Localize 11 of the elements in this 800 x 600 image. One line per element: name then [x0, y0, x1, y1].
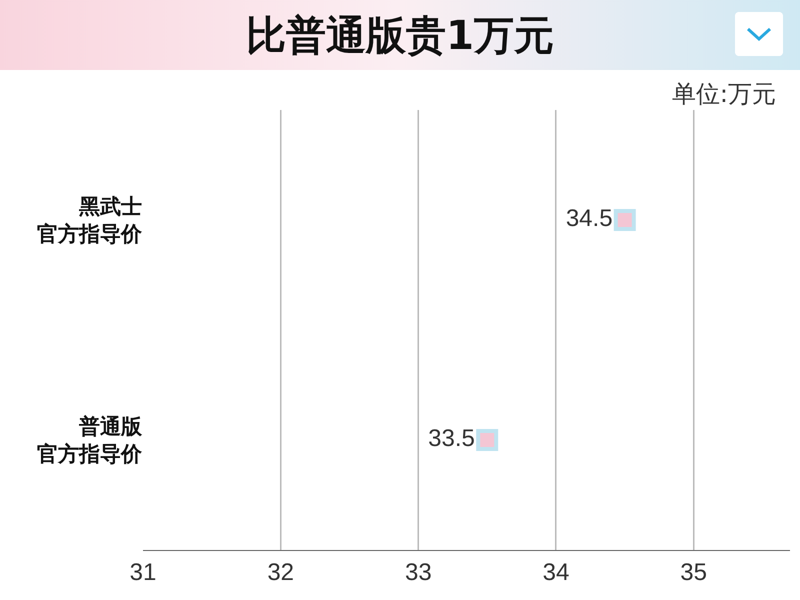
x-tick-label: 32 — [267, 558, 294, 586]
data-label: 33.5 — [428, 425, 475, 452]
x-tick-label: 33 — [404, 558, 432, 586]
y-tick-label: 黑武士官方指导价 — [37, 194, 143, 246]
data-label: 34.5 — [566, 205, 613, 232]
text: 单位:万元 — [672, 79, 776, 110]
chart-title: 比普通版贵1万元 — [245, 12, 555, 61]
x-tick-label: 34 — [542, 558, 570, 586]
x-tick-label: 35 — [680, 558, 707, 586]
y-tick-label: 普通版官方指导价 — [37, 414, 143, 466]
x-tick-label: 31 — [130, 558, 156, 586]
